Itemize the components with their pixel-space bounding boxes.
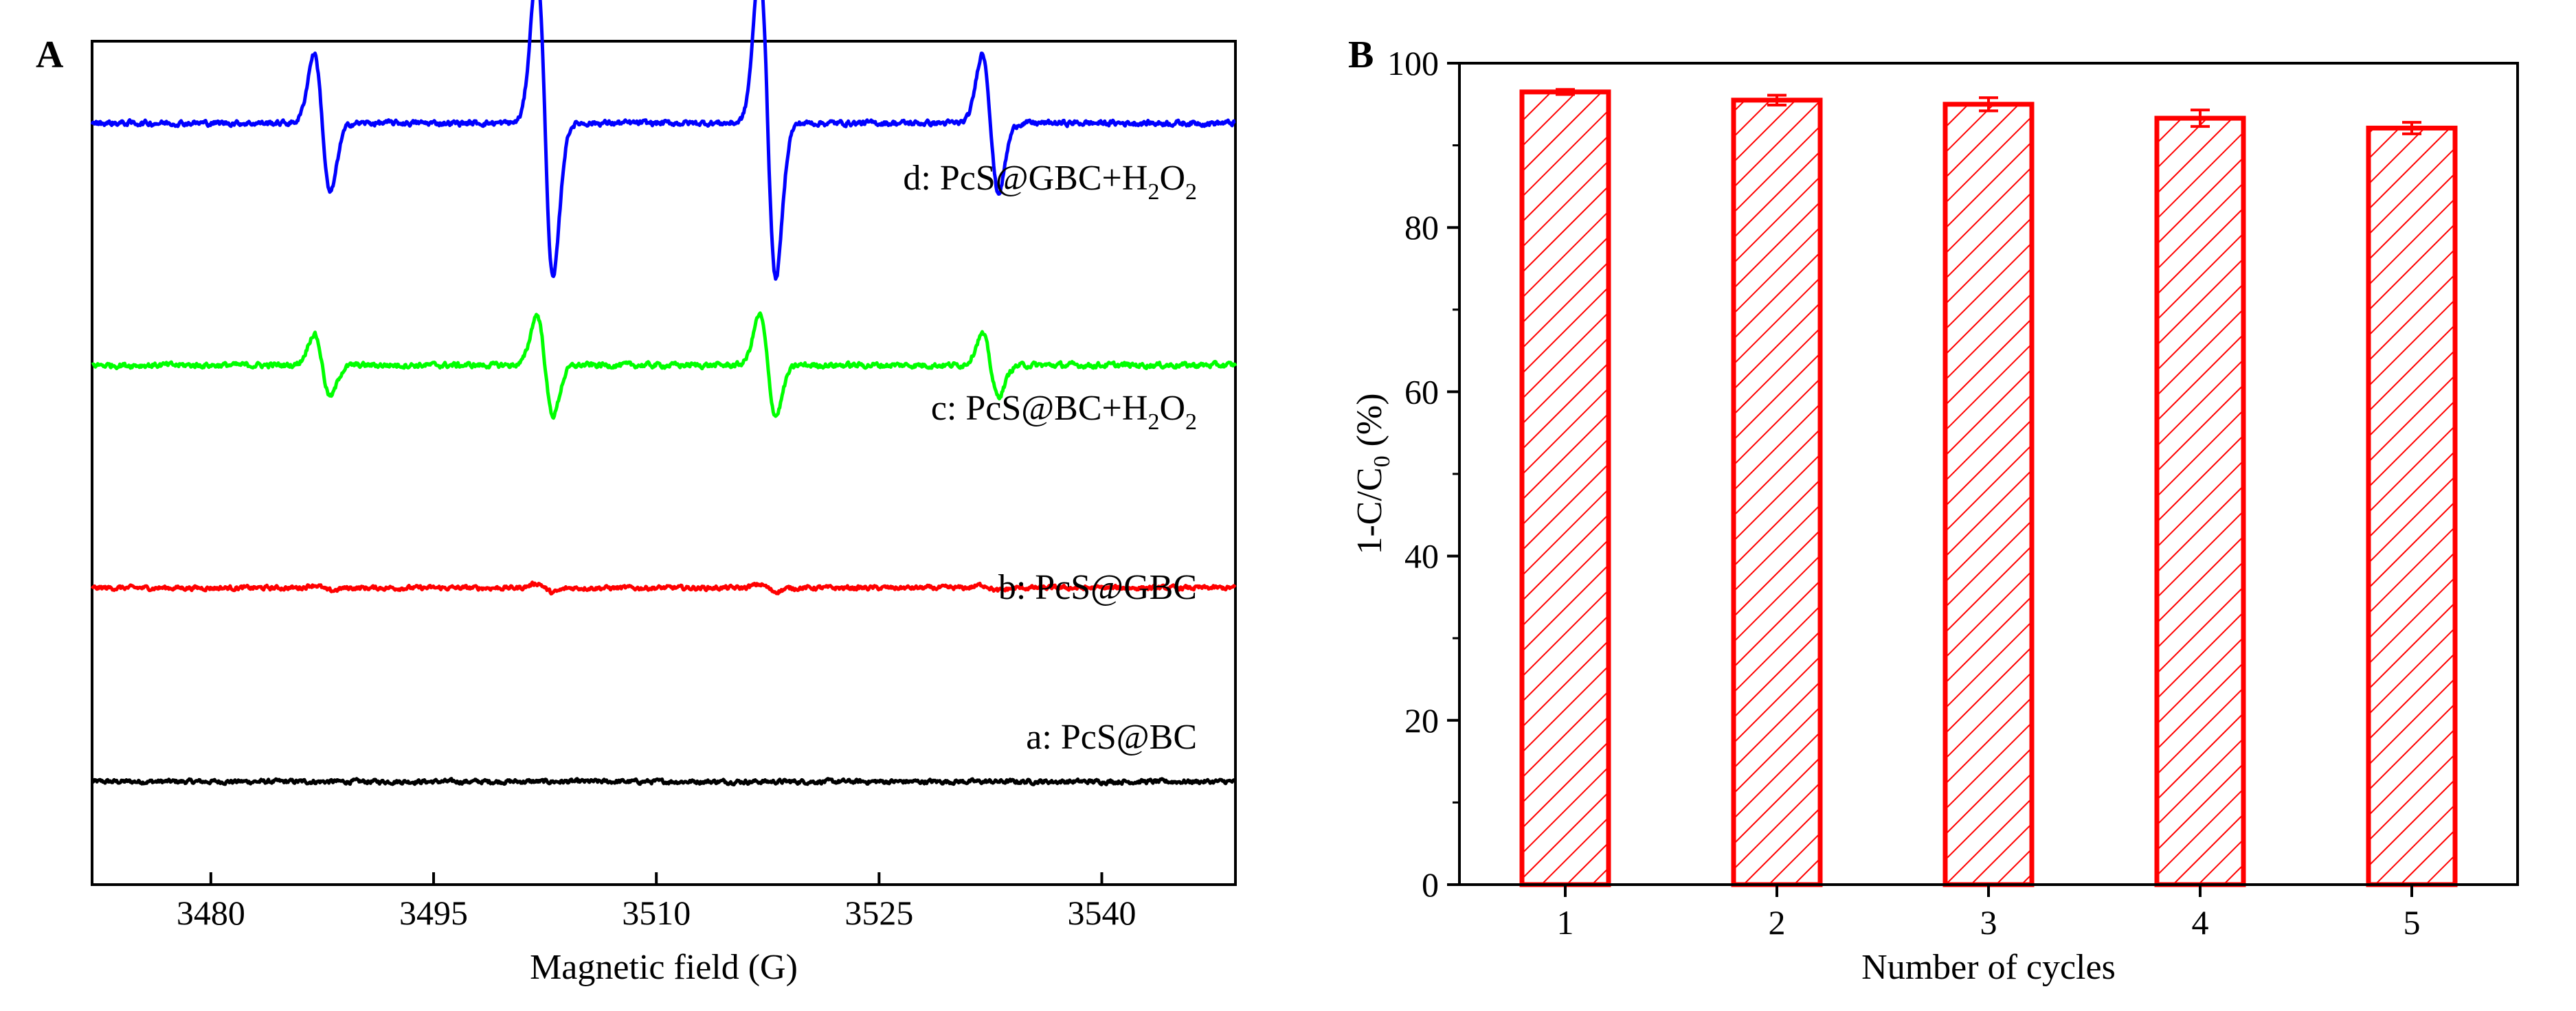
bar-cycle-4 xyxy=(2154,115,2246,887)
x-tick-label: 1 xyxy=(1557,903,1574,942)
panel-b-y-axis-title: 1-C/C0 (%) xyxy=(1350,393,1395,554)
panel-a-curves xyxy=(90,0,1237,786)
bar-cycle-3 xyxy=(1942,102,2035,887)
panel-a-x-axis-title: Magnetic field (G) xyxy=(530,948,798,987)
curve-label-c: c: PcS@BC+H2O2 xyxy=(931,389,1197,435)
y-tick-label: 80 xyxy=(1404,208,1439,247)
bar-cycle-2 xyxy=(1731,98,1823,887)
panel-a-x-axis: 3480 3495 3510 3525 3540 xyxy=(177,872,1136,932)
spectrum-b xyxy=(90,580,1237,595)
bar-cycle-5 xyxy=(2366,125,2458,887)
spectrum-d xyxy=(90,0,1237,281)
panel-b-x-axis-title: Number of cycles xyxy=(1861,948,2116,987)
spectrum-c xyxy=(91,311,1237,420)
curve-label-a: a: PcS@BC xyxy=(1026,718,1197,757)
panel-label-b: B xyxy=(1348,34,1374,76)
panel-b-plot-frame xyxy=(1458,62,2519,886)
y-tick-label: 100 xyxy=(1387,44,1439,82)
curve-label-b: b: PcS@GBC xyxy=(998,568,1197,607)
curve-label-d: d: PcS@GBC+H2O2 xyxy=(903,159,1197,205)
y-tick-label: 0 xyxy=(1422,865,1439,904)
cycle-stability-panel: B 0 20 40 60 80 100 1 2 3 4 5 Number of cycles 1-… xyxy=(1348,34,2519,987)
x-tick-label: 3540 xyxy=(1068,894,1136,932)
bar-cycle-1 xyxy=(1519,89,1611,887)
panel-label-a: A xyxy=(36,34,64,76)
x-tick-label: 3510 xyxy=(622,894,691,932)
panel-b-y-axis: 0 20 40 60 80 100 xyxy=(1387,44,1459,904)
x-tick-label: 3 xyxy=(1980,903,1997,942)
y-tick-label: 60 xyxy=(1404,372,1439,411)
x-tick-label: 5 xyxy=(2404,903,2421,942)
y-tick-label: 20 xyxy=(1404,701,1439,740)
x-tick-label: 3495 xyxy=(399,894,468,932)
panel-b-x-axis: 1 2 3 4 5 xyxy=(1557,885,2421,942)
epr-spectra-panel: A 3480 3495 3510 3525 3540 Magnetic field (G… xyxy=(36,0,1237,987)
spectrum-a xyxy=(91,777,1237,786)
panel-b-bars xyxy=(1519,88,2458,887)
x-tick-label: 4 xyxy=(2192,903,2209,942)
y-tick-label: 40 xyxy=(1404,537,1439,576)
panel-a-plot-frame xyxy=(91,40,1237,886)
x-tick-label: 3480 xyxy=(177,894,245,932)
x-tick-label: 3525 xyxy=(844,894,913,932)
x-tick-label: 2 xyxy=(1769,903,1786,942)
